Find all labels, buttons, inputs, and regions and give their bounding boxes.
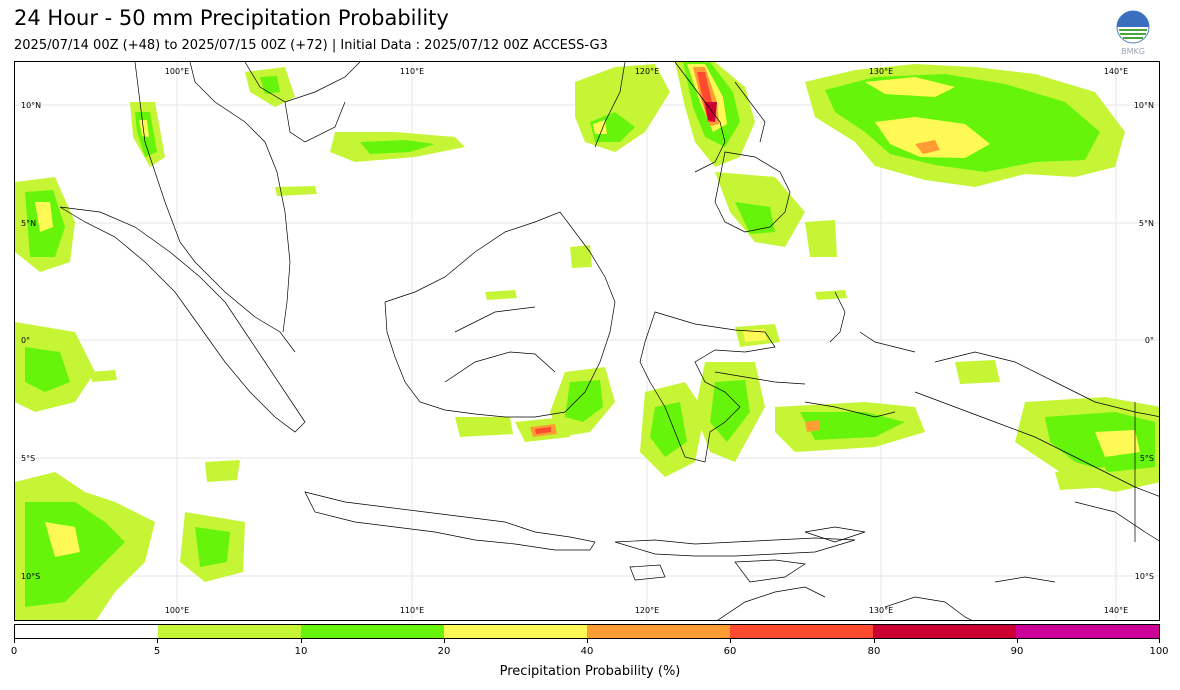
- chart-subtitle: 2025/07/14 00Z (+48) to 2025/07/15 00Z (…: [14, 38, 608, 53]
- colorbar-tick: [301, 639, 302, 643]
- lon-label-top-2: 110°E: [400, 67, 424, 76]
- lon-label-top-5: 140°E: [1104, 67, 1128, 76]
- lat-label-left-4: 5°S: [21, 454, 35, 463]
- lat-label-right-1: 10°N: [1134, 101, 1154, 110]
- colorbar-tick-label: 80: [867, 646, 881, 657]
- lon-label-top-3: 120°E: [635, 67, 659, 76]
- colorbar-tick: [874, 639, 875, 643]
- lon-label-top-1: 100°E: [165, 67, 189, 76]
- bmkg-logo: BMKG: [1114, 10, 1152, 56]
- colorbar-segment: [873, 625, 1016, 638]
- lon-label-bottom-3: 120°E: [635, 606, 659, 615]
- axis-labels: 100°E 110°E 120°E 130°E 140°E 100°E 110°…: [21, 67, 1154, 615]
- colorbar-tick-label: 40: [580, 646, 594, 657]
- lat-label-left-1: 10°N: [21, 101, 41, 110]
- colorbar-segment: [444, 625, 587, 638]
- lon-label-top-4: 130°E: [869, 67, 893, 76]
- colorbar-segment: [1016, 625, 1159, 638]
- colorbar-tick: [587, 639, 588, 643]
- colorbar-tick-label: 10: [294, 646, 308, 657]
- colorbar-tick: [157, 639, 158, 643]
- precipitation-map: 100°E 110°E 120°E 130°E 140°E 100°E 110°…: [14, 61, 1160, 621]
- colorbar-tick-label: 20: [437, 646, 451, 657]
- colorbar: [14, 624, 1160, 639]
- colorbar-segment: [15, 625, 158, 638]
- colorbar-tick-label: 60: [723, 646, 737, 657]
- colorbar-label: Precipitation Probability (%): [499, 664, 681, 679]
- lat-label-left-3: 0°: [21, 336, 30, 345]
- colorbar-segment: [587, 625, 730, 638]
- lat-label-left-2: 5°N: [21, 219, 36, 228]
- lat-label-right-5: 10°S: [1135, 572, 1154, 581]
- probability-fields: [15, 62, 1159, 620]
- colorbar-ticks: 0 5 10 20 40 60 80 90 100: [10, 639, 1169, 661]
- colorbar-segment: [730, 625, 873, 638]
- lon-label-bottom-5: 140°E: [1104, 606, 1128, 615]
- lon-label-bottom-4: 130°E: [869, 606, 893, 615]
- svg-text:BMKG: BMKG: [1121, 47, 1145, 56]
- lat-label-right-4: 5°S: [1140, 454, 1154, 463]
- colorbar-tick: [444, 639, 445, 643]
- colorbar-tick: [730, 639, 731, 643]
- lon-label-bottom-2: 110°E: [400, 606, 424, 615]
- colorbar-segment: [301, 625, 444, 638]
- coastlines: [59, 62, 1159, 620]
- colorbar-segment: [158, 625, 301, 638]
- colorbar-tick: [1017, 639, 1018, 643]
- colorbar-tick-label: 0: [10, 646, 18, 657]
- lat-label-right-2: 5°N: [1139, 219, 1154, 228]
- lon-label-bottom-1: 100°E: [165, 606, 189, 615]
- colorbar-tick-label: 5: [153, 646, 161, 657]
- colorbar-tick: [14, 639, 15, 643]
- colorbar-tick-label: 100: [1149, 646, 1169, 657]
- lat-label-right-3: 0°: [1145, 336, 1154, 345]
- colorbar-tick-label: 90: [1010, 646, 1024, 657]
- chart-title: 24 Hour - 50 mm Precipitation Probabilit…: [14, 6, 449, 30]
- lat-label-left-5: 10°S: [21, 572, 40, 581]
- colorbar-tick: [1159, 639, 1160, 643]
